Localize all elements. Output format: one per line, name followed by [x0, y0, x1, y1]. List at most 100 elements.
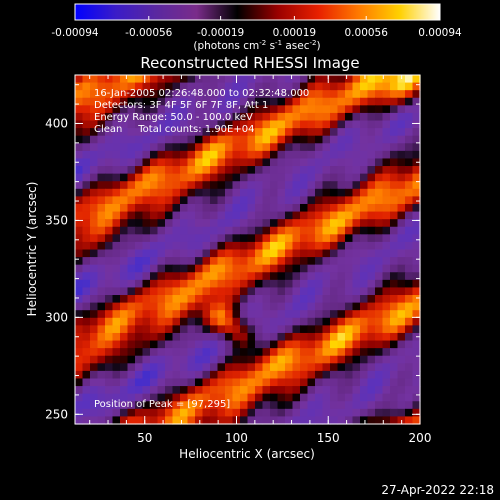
- heatmap-cell: [315, 393, 324, 402]
- heatmap-cell: [180, 370, 189, 380]
- heatmap-cell: [307, 90, 316, 99]
- heatmap-cell: [157, 90, 166, 99]
- heatmap-cell: [247, 196, 256, 205]
- heatmap-cell: [120, 393, 129, 402]
- heatmap-cell: [300, 295, 309, 304]
- heatmap-cell: [142, 128, 151, 137]
- heatmap-cell: [82, 386, 91, 395]
- heatmap-cell: [300, 219, 309, 228]
- heatmap-cell: [240, 317, 249, 326]
- heatmap-cell: [75, 378, 84, 387]
- heatmap-cell: [405, 386, 414, 395]
- heatmap-cell: [202, 173, 211, 182]
- heatmap-cell: [127, 188, 136, 197]
- heatmap-cell: [352, 370, 361, 380]
- heatmap-cell: [112, 82, 121, 91]
- heatmap-cell: [120, 211, 129, 220]
- heatmap-cell: [375, 416, 384, 425]
- heatmap-cell: [390, 120, 399, 129]
- heatmap-cell: [120, 363, 129, 372]
- heatmap-cell: [157, 348, 166, 357]
- heatmap-cell: [345, 75, 354, 84]
- heatmap-cell: [82, 310, 91, 319]
- heatmap-cell: [352, 219, 361, 228]
- heatmap-cell: [217, 211, 226, 220]
- heatmap-cell: [180, 196, 189, 205]
- heatmap-cell: [150, 97, 159, 106]
- heatmap-cell: [330, 181, 339, 190]
- heatmap-cell: [232, 158, 241, 167]
- heatmap-cell: [165, 317, 174, 326]
- heatmap-cell: [300, 241, 309, 251]
- heatmap-cell: [187, 105, 196, 114]
- heatmap-cell: [210, 416, 219, 425]
- heatmap-cell: [75, 370, 84, 380]
- heatmap-cell: [120, 181, 129, 190]
- heatmap-cell: [337, 226, 346, 235]
- heatmap-cell: [127, 257, 136, 266]
- heatmap-cell: [127, 408, 136, 418]
- heatmap-cell: [187, 355, 196, 364]
- heatmap-cell: [405, 188, 414, 197]
- heatmap-cell: [405, 332, 414, 342]
- heatmap-cell: [397, 226, 406, 235]
- heatmap-cell: [307, 249, 316, 258]
- heatmap-cell: [210, 241, 219, 251]
- heatmap-cell: [285, 90, 294, 99]
- heatmap-cell: [397, 181, 406, 190]
- heatmap-cell: [285, 408, 294, 418]
- heatmap-cell: [345, 257, 354, 266]
- heatmap-cell: [142, 363, 151, 372]
- heatmap-cell: [307, 105, 316, 114]
- heatmap-cell: [217, 257, 226, 266]
- heatmap-cell: [292, 150, 301, 160]
- heatmap-cell: [150, 82, 159, 91]
- heatmap-cell: [232, 196, 241, 205]
- heatmap-cell: [262, 325, 271, 334]
- heatmap-cell: [247, 302, 256, 311]
- heatmap-cell: [307, 370, 316, 380]
- heatmap-cell: [97, 332, 106, 342]
- heatmap-cell: [240, 75, 249, 84]
- heatmap-cell: [390, 143, 399, 152]
- heatmap-cell: [180, 135, 189, 144]
- heatmap-cell: [225, 340, 234, 349]
- heatmap-cell: [345, 310, 354, 319]
- heatmap-cell: [90, 264, 99, 273]
- heatmap-cell: [337, 393, 346, 402]
- heatmap-cell: [180, 75, 189, 84]
- heatmap-cell: [315, 378, 324, 387]
- heatmap-cell: [82, 317, 91, 326]
- heatmap-cell: [217, 128, 226, 137]
- heatmap-cell: [120, 112, 129, 122]
- heatmap-cell: [307, 211, 316, 220]
- heatmap-cell: [75, 158, 84, 167]
- heatmap-cell: [382, 105, 391, 114]
- heatmap-cell: [300, 211, 309, 220]
- heatmap-cell: [397, 386, 406, 395]
- heatmap-cell: [315, 196, 324, 205]
- heatmap-cell: [382, 181, 391, 190]
- heatmap-cell: [330, 287, 339, 296]
- heatmap-cell: [210, 188, 219, 197]
- heatmap-cell: [330, 105, 339, 114]
- heatmap-cell: [82, 393, 91, 402]
- heatmap-cell: [285, 97, 294, 106]
- heatmap-cell: [322, 135, 331, 144]
- heatmap-cell: [180, 173, 189, 182]
- heatmap-cell: [382, 135, 391, 144]
- heatmap-cell: [352, 295, 361, 304]
- heatmap-cell: [127, 128, 136, 137]
- heatmap-cell: [195, 188, 204, 197]
- heatmap-cell: [255, 295, 264, 304]
- heatmap-cell: [345, 219, 354, 228]
- heatmap-cell: [285, 166, 294, 175]
- heatmap-cell: [277, 287, 286, 296]
- heatmap-cell: [285, 173, 294, 182]
- heatmap-cell: [412, 302, 421, 311]
- heatmap-cell: [405, 143, 414, 152]
- heatmap-cell: [105, 135, 114, 144]
- heatmap-cell: [352, 234, 361, 243]
- heatmap-cell: [375, 386, 384, 395]
- heatmap-cell: [232, 363, 241, 372]
